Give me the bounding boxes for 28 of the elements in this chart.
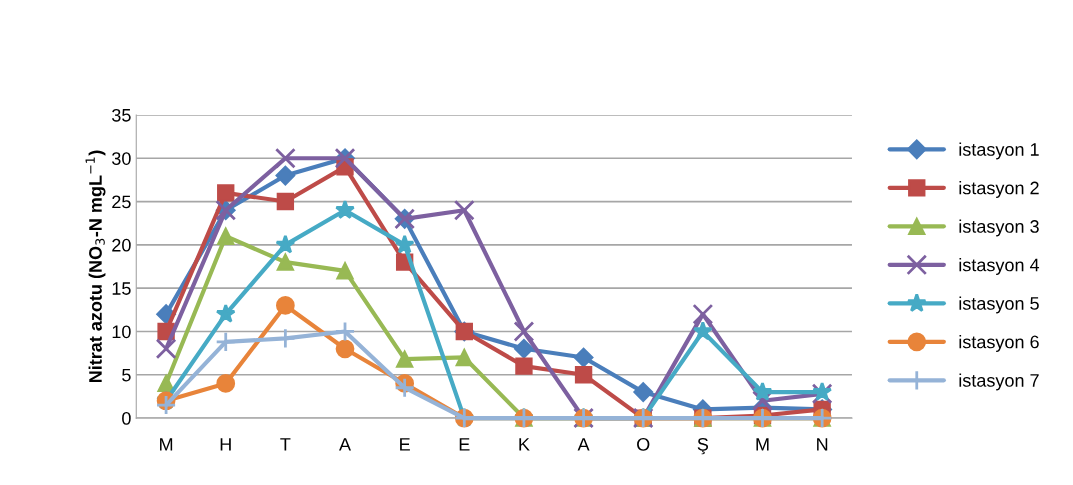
y-tick-label: 5 (122, 368, 131, 382)
y-tick-label: 20 (112, 238, 131, 252)
x-tick-label: T (280, 438, 291, 451)
x-tick-label: E (459, 438, 470, 451)
legend-label: istasyon 5 (959, 296, 1039, 314)
legend-label: istasyon 7 (959, 373, 1039, 391)
y-tick-label: 30 (112, 152, 131, 165)
x-tick-label: A (577, 438, 590, 451)
y-tick-label: 15 (112, 282, 131, 295)
y-tick-label: 25 (112, 195, 131, 209)
y-axis-title: Nitrat azotu (NO$_{3}$-N mgL$^{−1}$) (85, 150, 106, 383)
x-tick-label: H (220, 438, 231, 451)
x-tick-label: N (817, 438, 828, 451)
legend-label: istasyon 2 (959, 181, 1039, 198)
legend-label: istasyon 1 (959, 142, 1039, 160)
legend-label: istasyon 4 (959, 258, 1040, 275)
y-tick-label: 35 (112, 108, 131, 122)
legend-label: istasyon 6 (959, 335, 1039, 352)
y-tick-label: 10 (112, 325, 131, 339)
legend-label: istasyon 3 (959, 219, 1039, 237)
x-tick-label: K (519, 438, 530, 451)
x-tick-label: Ş (697, 437, 709, 455)
x-tick-label: A (339, 438, 351, 451)
y-tick-label: 0 (122, 412, 131, 425)
x-tick-label: O (637, 437, 650, 451)
x-tick-label: M (160, 438, 173, 451)
x-tick-label: E (400, 438, 410, 451)
x-tick-label: M (756, 438, 769, 451)
